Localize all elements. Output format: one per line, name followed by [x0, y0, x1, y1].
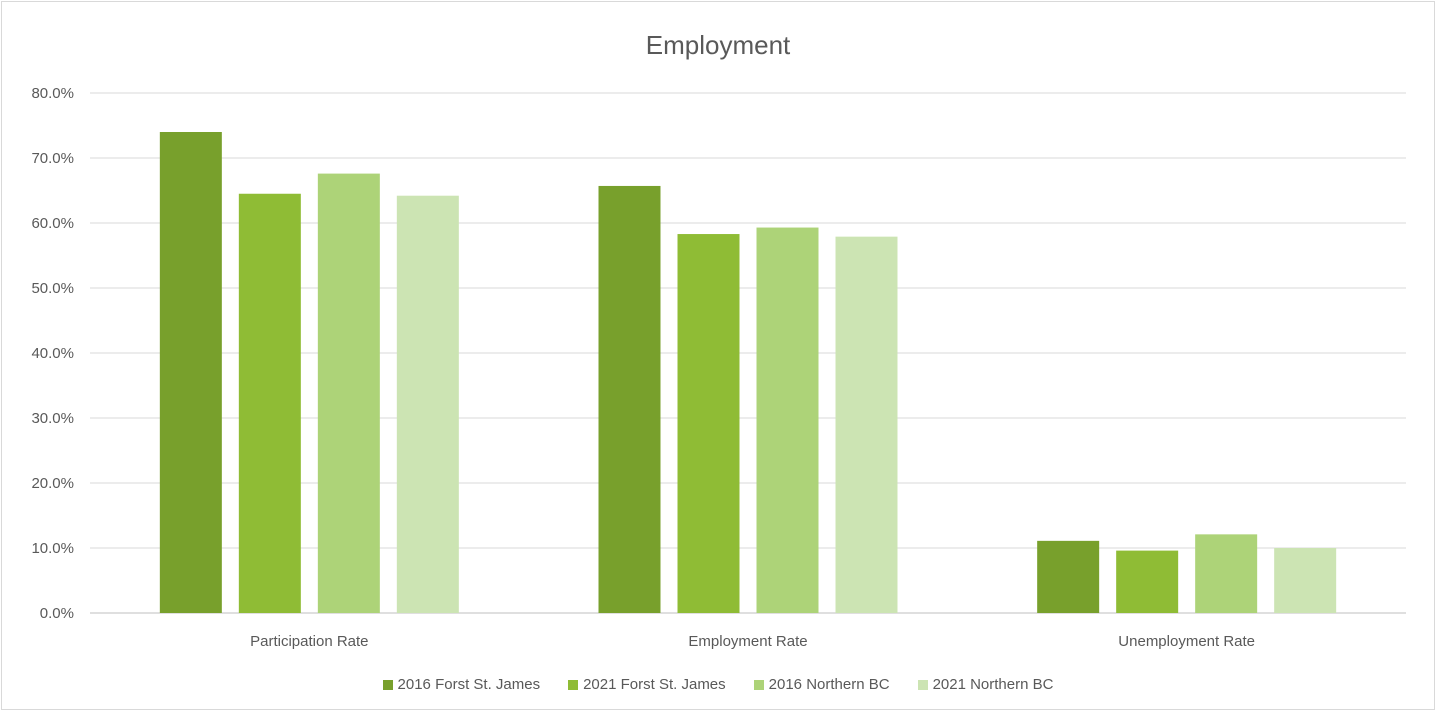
y-tick-label: 40.0%: [31, 345, 74, 362]
bar: [1274, 548, 1337, 613]
bar: [317, 173, 380, 613]
bar: [677, 234, 740, 614]
y-tick-label: 70.0%: [31, 150, 74, 167]
legend-label: 2021 Northern BC: [932, 676, 1054, 693]
bar: [598, 185, 661, 613]
y-tick-label: 10.0%: [31, 540, 74, 557]
legend-swatch: [568, 679, 579, 690]
y-tick-label: 80.0%: [31, 85, 74, 102]
bar: [835, 236, 898, 613]
legend-item: 2021 Forst St. James: [568, 676, 726, 693]
y-tick-label: 60.0%: [31, 215, 74, 232]
x-category-label: Participation Rate: [250, 633, 368, 650]
legend-label: 2021 Forst St. James: [583, 676, 726, 693]
chart-legend: 2016 Forst St. James 2021 Forst St. James…: [0, 676, 1436, 693]
y-tick-label: 0.0%: [40, 605, 74, 622]
chart-title: Employment: [645, 30, 791, 60]
legend-swatch: [753, 679, 764, 690]
y-tick-label: 30.0%: [31, 410, 74, 427]
legend-swatch: [917, 679, 928, 690]
bar: [756, 227, 819, 614]
bar: [238, 193, 301, 613]
x-category-label: Unemployment Rate: [1118, 633, 1255, 650]
y-tick-label: 20.0%: [31, 475, 74, 492]
legend-item: 2021 Northern BC: [917, 676, 1054, 693]
y-tick-label: 50.0%: [31, 280, 74, 297]
legend-label: 2016 Northern BC: [768, 676, 890, 693]
bar: [1116, 550, 1179, 613]
legend-item: 2016 Forst St. James: [382, 676, 541, 693]
bar: [1037, 540, 1100, 613]
bar: [1195, 534, 1258, 613]
x-category-label: Employment Rate: [688, 633, 807, 650]
legend-label: 2016 Forst St. James: [397, 676, 541, 693]
bar: [396, 195, 459, 613]
bar: [159, 132, 222, 613]
legend-item: 2016 Northern BC: [753, 676, 890, 693]
legend-swatch: [382, 679, 393, 690]
